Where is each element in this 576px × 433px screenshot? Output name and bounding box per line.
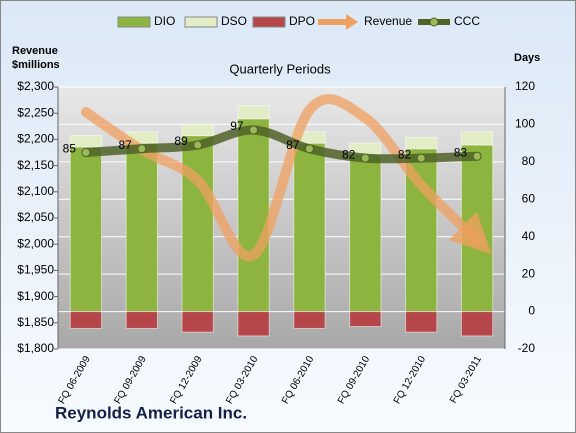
y-tick-label: $2,000 [17, 236, 54, 250]
y2-axis-title: Days [514, 52, 541, 64]
point [249, 125, 259, 135]
y-tick-label: $1,950 [17, 263, 54, 277]
y2-tick-label: 100 [515, 117, 535, 131]
y2-tick-label: 0 [528, 304, 535, 318]
bar [237, 105, 270, 120]
y2-tick-label: 80 [522, 154, 536, 168]
plot-area [58, 87, 505, 349]
data-label: 83 [454, 145, 468, 159]
y-tick-label: $2,200 [17, 132, 54, 146]
bar [460, 311, 494, 337]
bar [181, 311, 214, 333]
point [137, 144, 147, 154]
point [81, 148, 91, 157]
y-tick-label: $1,800 [17, 341, 54, 355]
bar [237, 311, 270, 337]
legend-label: Revenue [364, 14, 412, 28]
data-label: 82 [398, 147, 412, 161]
point [472, 151, 482, 161]
y2-tick-label: 120 [515, 79, 535, 93]
legend-swatch [252, 16, 286, 28]
y2-tick-label: 20 [522, 266, 536, 280]
legend-label: DIO [154, 14, 175, 28]
point [193, 140, 203, 150]
data-label: 87 [286, 138, 300, 152]
bar [69, 135, 103, 148]
bar [69, 146, 103, 313]
legend-swatch [429, 17, 439, 27]
data-label: 89 [174, 134, 188, 148]
y-tick-label: $1,850 [17, 315, 54, 329]
bar [293, 311, 326, 329]
data-label: 82 [342, 147, 356, 161]
bar [405, 311, 438, 333]
bar [181, 135, 214, 313]
y-tick-label: $2,300 [17, 79, 54, 93]
line [81, 125, 482, 164]
chart-title: Quarterly Periods [229, 61, 331, 76]
legend-label: DPO [289, 14, 315, 28]
y-tick-label: $1,900 [17, 289, 54, 303]
y2-tick-label: -20 [518, 341, 536, 355]
legend: DIO DSO DPO Revenue CCC [117, 14, 480, 30]
bar [405, 137, 438, 150]
data-label: 85 [63, 142, 77, 156]
y2-tick-label: 60 [522, 191, 536, 205]
legend-label: CCC [454, 14, 480, 28]
bar [460, 131, 494, 146]
point [360, 153, 370, 163]
bar [125, 311, 158, 329]
y-tick-label: $2,050 [17, 210, 54, 224]
y2-tick-label: 40 [522, 229, 536, 243]
bar [349, 311, 382, 328]
point [304, 144, 314, 154]
legend-label: DSO [221, 14, 247, 28]
bar [69, 311, 103, 329]
legend-swatch [184, 16, 218, 28]
point [416, 153, 426, 163]
bar [125, 142, 158, 313]
bar [181, 123, 214, 137]
y-tick-label: $2,150 [17, 158, 54, 172]
company-name: Reynolds American Inc. [55, 403, 247, 422]
legend-swatch [318, 14, 358, 30]
line [80, 94, 492, 262]
data-label: 97 [230, 119, 244, 133]
bar [349, 153, 382, 313]
bar [237, 118, 270, 313]
data-label: 87 [118, 138, 132, 152]
y-tick-label: $2,250 [17, 105, 54, 119]
y-tick-label: $2,100 [17, 184, 54, 198]
legend-swatch [117, 16, 151, 28]
bar [293, 142, 326, 313]
y-axis-title: Revenue $millions [12, 45, 60, 71]
